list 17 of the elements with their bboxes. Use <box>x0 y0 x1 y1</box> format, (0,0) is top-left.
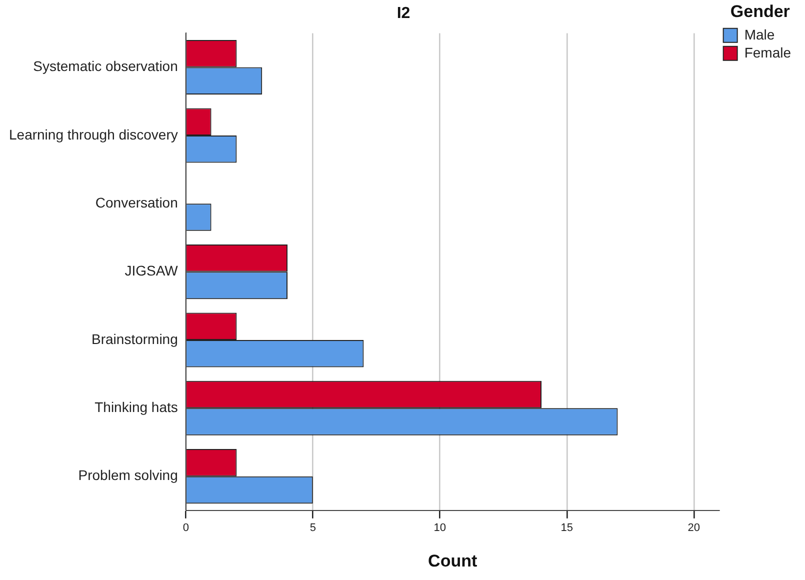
y-tick-label: Brainstorming <box>92 330 178 347</box>
legend-title: Gender <box>730 2 790 22</box>
y-tick-label: JIGSAW <box>124 262 179 279</box>
chart-title: I2 <box>396 5 410 22</box>
y-tick-label: Thinking hats <box>94 399 178 415</box>
legend-label: Female <box>744 44 792 60</box>
y-tick-label: Learning through discovery <box>8 126 178 142</box>
x-tick-label: 5 <box>310 522 316 534</box>
y-tick-label: Systematic observation <box>33 58 178 74</box>
x-tick-label: 0 <box>182 522 189 534</box>
x-tick-label: 10 <box>434 522 446 534</box>
legend-label: Male <box>744 26 775 42</box>
x-tick-label: 20 <box>688 522 700 534</box>
y-tick-label: Problem solving <box>78 467 178 484</box>
x-axis-title: Count <box>428 551 478 570</box>
y-tick-label: Conversation <box>95 194 178 210</box>
x-tick-label: 15 <box>560 522 574 534</box>
